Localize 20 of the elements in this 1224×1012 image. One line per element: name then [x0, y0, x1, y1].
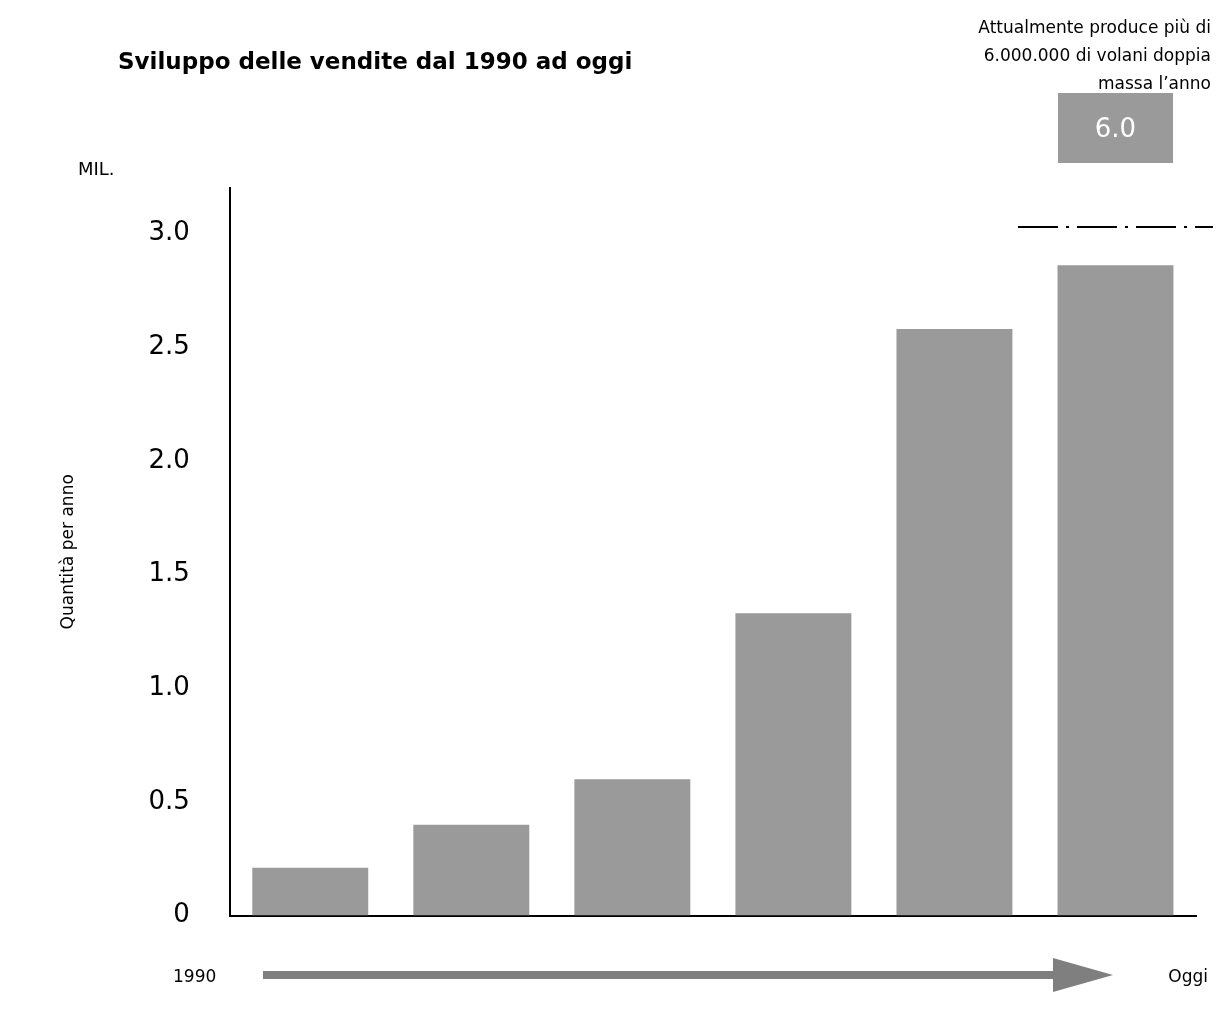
y-tick-label: 0.5 — [148, 784, 190, 815]
y-tick-label: 1.0 — [148, 670, 190, 701]
text: 6.0 — [1057, 93, 1174, 163]
bar — [574, 779, 691, 916]
chart-title: Sviluppo delle vendite dal 1990 ad oggi — [118, 48, 633, 74]
bar — [252, 867, 369, 916]
y-tick-label: 2.5 — [148, 329, 190, 360]
text: MIL. — [78, 158, 115, 179]
bar — [1057, 265, 1174, 916]
y-tick-label: 0 — [173, 898, 190, 929]
y-tick-label: 3.0 — [148, 216, 190, 247]
y-tick-label: 1.5 — [148, 557, 190, 588]
y-tick-label: 2.0 — [148, 443, 190, 474]
text: Oggi — [1168, 966, 1208, 986]
bar — [413, 824, 530, 916]
bar — [896, 328, 1013, 916]
text: 1990 — [173, 966, 217, 986]
text: Attualmente produce più di 6.000.000 di volani doppia massa l’anno — [977, 16, 1211, 95]
y-axis-title: Quantità per anno — [56, 474, 77, 630]
bar — [735, 613, 852, 916]
